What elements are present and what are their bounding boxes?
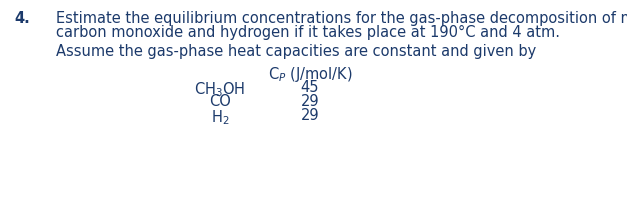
Text: 29: 29 <box>301 108 319 123</box>
Text: H$_2$: H$_2$ <box>211 108 229 127</box>
Text: 4.: 4. <box>14 11 29 26</box>
Text: carbon monoxide and hydrogen if it takes place at 190°C and 4 atm.: carbon monoxide and hydrogen if it takes… <box>56 25 560 40</box>
Text: Estimate the equilibrium concentrations for the gas-phase decomposition of metha: Estimate the equilibrium concentrations … <box>56 11 627 26</box>
Text: Assume the gas-phase heat capacities are constant and given by: Assume the gas-phase heat capacities are… <box>56 44 536 59</box>
Text: 45: 45 <box>301 80 319 95</box>
Text: 29: 29 <box>301 94 319 109</box>
Text: C$_P$ (J/mol/K): C$_P$ (J/mol/K) <box>268 65 352 84</box>
Text: CH$_3$OH: CH$_3$OH <box>194 80 246 99</box>
Text: CO: CO <box>209 94 231 109</box>
